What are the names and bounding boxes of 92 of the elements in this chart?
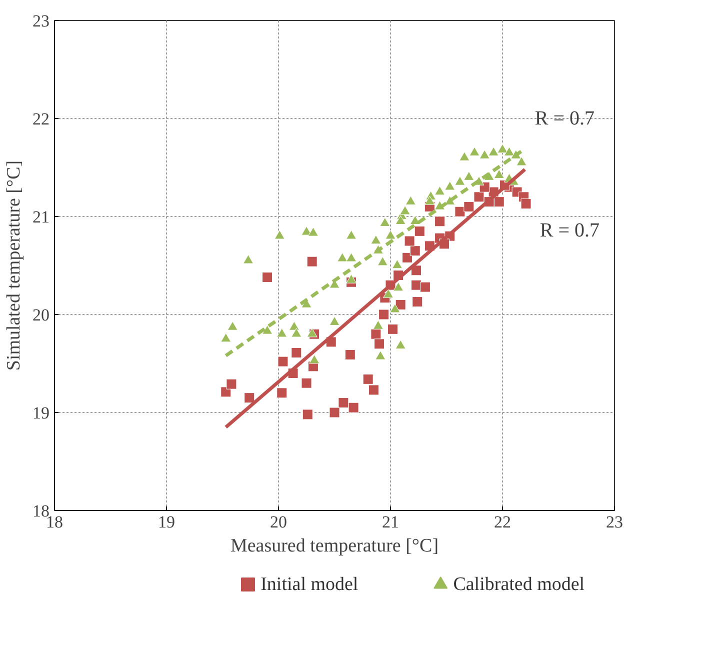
- point: [504, 146, 514, 156]
- point: [370, 328, 382, 340]
- point: [488, 146, 499, 156]
- point: [288, 321, 300, 330]
- point: [227, 321, 238, 330]
- point: [308, 227, 318, 236]
- y-tick-label: 19: [32, 404, 50, 422]
- point: [469, 146, 480, 156]
- point: [404, 236, 415, 246]
- x-tick-label: 19: [158, 512, 175, 532]
- point: [276, 328, 288, 338]
- y-tick-label: 20: [32, 306, 50, 324]
- point: [410, 246, 420, 256]
- x-tick-label: 23: [606, 512, 623, 532]
- legend-label: Calibrated model: [453, 574, 585, 595]
- point: [372, 320, 384, 330]
- y-tick-label: 21: [32, 208, 50, 226]
- point: [479, 150, 490, 159]
- point: [370, 234, 382, 244]
- point: [459, 152, 470, 161]
- point: [454, 206, 466, 217]
- point: [414, 226, 425, 236]
- point: [410, 215, 420, 225]
- annotation: R = 0.7: [540, 220, 600, 242]
- point: [274, 230, 285, 240]
- point: [395, 215, 406, 225]
- point: [393, 282, 404, 292]
- point: [497, 144, 508, 153]
- point: [338, 397, 349, 408]
- point: [329, 316, 340, 326]
- x-tick-label: 22: [494, 512, 511, 532]
- y-axis-title: Simulated temperature [°C]: [4, 160, 24, 371]
- point: [520, 198, 532, 210]
- point: [395, 340, 406, 349]
- point: [226, 378, 237, 390]
- point: [291, 328, 302, 338]
- point: [392, 259, 402, 269]
- y-tick-label: 23: [32, 12, 50, 30]
- point: [362, 374, 374, 384]
- point: [244, 392, 255, 404]
- point: [380, 217, 390, 226]
- point: [474, 192, 484, 202]
- point: [464, 171, 474, 180]
- x-tick-label: 21: [382, 512, 399, 532]
- point: [344, 349, 356, 360]
- point: [383, 288, 394, 298]
- point: [412, 296, 423, 308]
- point: [346, 274, 357, 284]
- point: [348, 402, 359, 413]
- point: [494, 169, 504, 178]
- point: [464, 201, 474, 212]
- point: [346, 230, 357, 240]
- point: [402, 252, 413, 263]
- point: [329, 407, 340, 418]
- point: [306, 328, 318, 338]
- point: [494, 196, 504, 208]
- point: [405, 196, 416, 205]
- point: [400, 206, 410, 215]
- point: [243, 254, 254, 264]
- point: [301, 378, 312, 388]
- y-tick-label: 22: [32, 110, 50, 128]
- point: [434, 186, 446, 196]
- point: [387, 324, 398, 334]
- point: [375, 350, 386, 360]
- point: [390, 304, 400, 313]
- point: [378, 309, 390, 320]
- point: [395, 299, 406, 310]
- point: [385, 230, 396, 240]
- point: [306, 256, 318, 267]
- annotation: R = 0.7: [534, 108, 595, 130]
- point: [302, 409, 313, 420]
- point: [276, 388, 288, 398]
- point: [454, 176, 466, 186]
- point: [262, 325, 273, 334]
- point: [516, 156, 527, 166]
- point: [220, 332, 232, 342]
- point: [374, 338, 385, 350]
- point: [377, 256, 388, 266]
- point: [444, 181, 456, 190]
- point: [309, 354, 320, 364]
- x-tick-label: 20: [270, 512, 287, 532]
- legend-label: Initial model: [260, 574, 358, 595]
- x-axis-title: Measured temperature [°C]: [230, 536, 439, 556]
- point: [337, 252, 348, 262]
- point: [278, 356, 288, 367]
- point: [420, 282, 430, 292]
- point: [291, 347, 302, 358]
- point: [424, 196, 435, 205]
- point: [368, 384, 379, 396]
- point: [346, 252, 357, 262]
- point: [434, 216, 446, 227]
- point: [262, 272, 273, 283]
